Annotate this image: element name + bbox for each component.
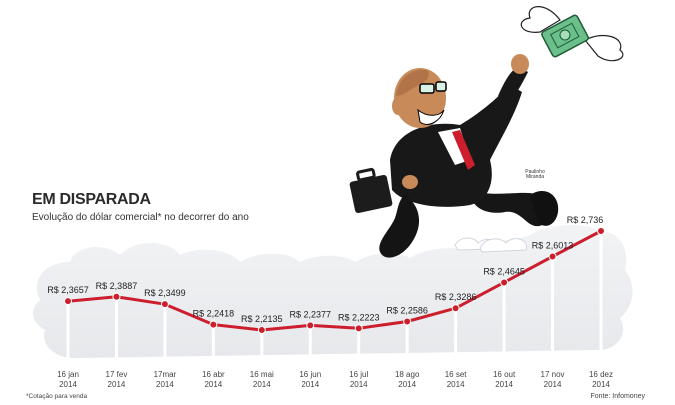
chart-title: EM DISPARADA <box>32 191 151 208</box>
data-point <box>257 326 266 334</box>
data-point <box>403 317 412 326</box>
data-label: R$ 2,3657 <box>47 285 89 295</box>
data-label: R$ 2,736 <box>567 215 604 225</box>
x-tick-label: 16 abr 2014 <box>202 370 225 389</box>
x-tick-label: 17 nov 2014 <box>541 370 565 389</box>
data-point <box>354 324 363 333</box>
x-tick-label: 16 jan 2014 <box>57 370 79 389</box>
chart-subtitle: Evolução do dólar comercial* no decorrer… <box>32 212 249 223</box>
data-point <box>64 297 72 306</box>
data-label: R$ 2,3887 <box>96 281 138 291</box>
x-tick-label: 16 dez 2014 <box>589 370 613 389</box>
data-label: R$ 2,2586 <box>386 305 428 315</box>
data-label: R$ 2,2135 <box>241 314 283 324</box>
cloud-background <box>33 224 633 359</box>
data-label: R$ 2,3286 <box>435 292 477 302</box>
data-point <box>597 227 605 235</box>
flying-money-illustration <box>520 6 624 62</box>
data-point <box>306 321 315 330</box>
data-point <box>112 292 121 301</box>
businessman-illustration <box>349 54 559 258</box>
x-tick-label: 16 out 2014 <box>493 370 516 389</box>
data-point <box>500 278 509 287</box>
data-point <box>160 300 169 309</box>
artist-signature: Paulinho Miranda <box>525 169 545 180</box>
x-tick-label: 16 jul 2014 <box>349 370 368 389</box>
x-tick-label: 17mar 2014 <box>154 370 177 389</box>
data-label: R$ 2,4645 <box>483 266 525 276</box>
footnote: *Cotação para venda <box>26 393 88 400</box>
plot-area: R$ 2,3657 16 jan 2014 R$ 2,3887 17 fev 2014 R$… <box>47 215 613 389</box>
x-tick-label: 16 mai 2014 <box>250 370 274 389</box>
x-tick-label: 16 set 2014 <box>445 370 468 389</box>
source-note: Fonte: Infomoney <box>590 393 645 400</box>
data-label: R$ 2,2377 <box>289 309 331 319</box>
data-label: R$ 2,6013 <box>532 241 574 251</box>
x-tick-label: 17 fev 2014 <box>106 370 128 389</box>
data-label: R$ 2,2418 <box>193 309 235 319</box>
data-point <box>548 252 557 261</box>
x-tick-label: 18 ago 2014 <box>395 370 420 389</box>
x-tick-label: 16 jun 2014 <box>299 370 321 389</box>
series-line <box>66 229 603 332</box>
data-point <box>451 304 460 313</box>
data-label: R$ 2,2223 <box>338 312 380 322</box>
data-point <box>209 320 218 329</box>
data-label: R$ 2,3499 <box>144 288 186 298</box>
